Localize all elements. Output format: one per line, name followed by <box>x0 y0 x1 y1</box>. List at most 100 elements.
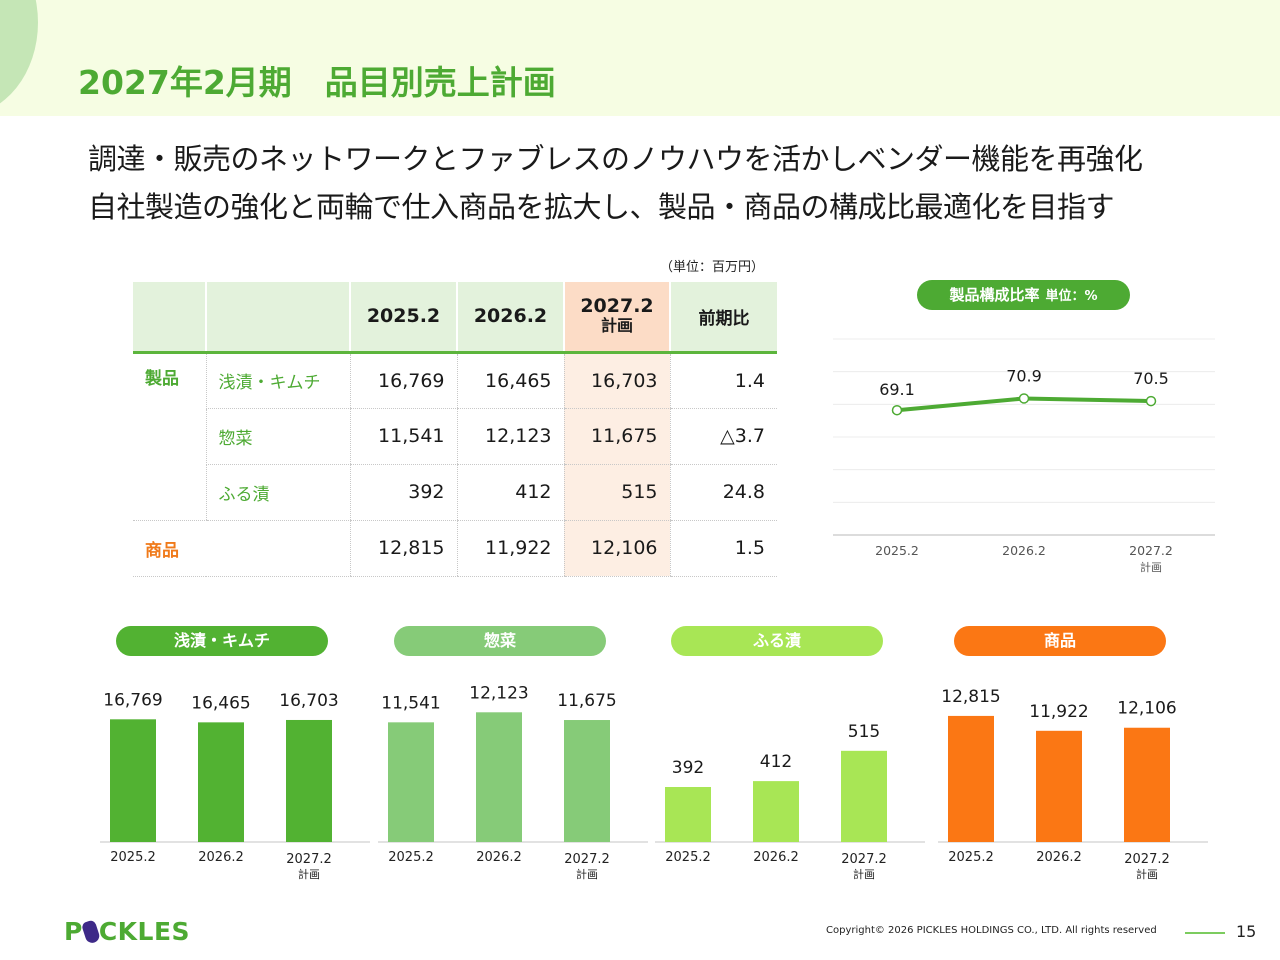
bar-chart-goods: 商品 12,815 2025.2 11,922 2026.2 12,106 2027.2 計… <box>928 625 1218 895</box>
x-tick-label: 2025.2 <box>110 850 156 865</box>
header-cell-category <box>133 282 206 354</box>
value-cell-yoy: 24.8 <box>669 464 777 521</box>
value-cell-2025: 12,815 <box>349 520 457 577</box>
category-cell-products: 製品 <box>133 352 206 521</box>
value-cell-2026: 16,465 <box>456 352 564 409</box>
bar <box>948 715 994 842</box>
header-cell-2027-plan: 2027.2 計画 <box>563 282 670 354</box>
x-tick-sublabel: 計画 <box>576 867 598 881</box>
page-title: 2027年2月期 品目別売上計画 <box>78 63 556 102</box>
value-cell-2026: 12,123 <box>456 408 564 465</box>
ratio-chart-title: 製品構成比率 単位：% <box>917 280 1130 310</box>
data-point <box>1145 395 1157 407</box>
x-tick-sublabel: 計画 <box>1136 867 1158 881</box>
table-row: 商品 12,815 11,922 12,106 1.5 <box>133 520 777 577</box>
bar <box>1124 727 1170 842</box>
bar-value-label: 11,675 <box>557 691 616 711</box>
x-tick-label: 2026.2 <box>1002 543 1046 558</box>
bar-chart-svg: 12,815 2025.2 11,922 2026.2 12,106 2027.2計画 <box>938 687 1208 881</box>
bar-chart-sozai: 惣菜 11,541 2025.2 12,123 2026.2 11,675 2027.2 計… <box>368 625 658 895</box>
unit-note: （単位：百万円） <box>660 260 765 275</box>
header-cell-2025: 2025.2 <box>349 282 457 354</box>
copyright-text: Copyright© 2026 PICKLES HOLDINGS CO., LT… <box>826 925 1157 936</box>
logo-text-right: CKLES <box>98 917 191 946</box>
logo-text-left: P <box>64 917 83 946</box>
x-tick-label: 2027.2 <box>841 852 887 867</box>
x-tick-label: 2026.2 <box>198 850 244 865</box>
item-cell: 惣菜 <box>205 408 350 465</box>
bar-chart-title: 惣菜 <box>394 626 606 656</box>
bar-value-label: 12,815 <box>941 687 1000 707</box>
bar-value-label: 11,541 <box>381 693 440 713</box>
x-tick-label: 2025.2 <box>388 850 434 865</box>
page-number: 15 <box>1236 922 1257 941</box>
sales-plan-table: 2025.2 2026.2 2027.2 計画 前期比 製品 浅漬・キムチ 16… <box>133 282 777 577</box>
bar-value-label: 16,465 <box>191 693 250 713</box>
x-tick-sublabel: 計画 <box>1140 560 1162 574</box>
bar <box>665 787 711 842</box>
pickles-logo: P CKLES <box>64 917 190 946</box>
value-cell-2025: 392 <box>349 464 457 521</box>
bar-value-label: 515 <box>848 722 880 742</box>
data-point <box>891 404 903 416</box>
product-ratio-line-chart: 69.1 2025.2 70.9 2026.2 70.5 2027.2 計画 <box>833 338 1215 574</box>
value-cell-2025: 11,541 <box>349 408 457 465</box>
bar-chart-svg: 392 2025.2 412 2026.2 515 2027.2計画 <box>655 722 925 881</box>
bar-value-label: 11,922 <box>1029 702 1088 722</box>
bar-value-label: 392 <box>672 758 704 778</box>
header-plan-label: 計画 <box>600 316 633 336</box>
table-row: 製品 浅漬・キムチ 16,769 16,465 16,703 1.4 <box>133 352 777 521</box>
data-point <box>1018 393 1030 404</box>
bar <box>1036 730 1082 842</box>
bar-value-label: 412 <box>760 752 792 772</box>
x-tick-label: 2025.2 <box>948 850 994 865</box>
lead-text-line-1: 調達・販売のネットワークとファブレスのノウハウを活かしベンダー機能を再強化 <box>88 142 1143 176</box>
data-label: 70.5 <box>1133 369 1169 388</box>
bar <box>286 719 332 842</box>
bar-value-label: 12,123 <box>469 683 528 703</box>
bar-chart-title: 浅漬・キムチ <box>116 626 328 656</box>
bar-chart-asazuke: 浅漬・キムチ 16,769 2025.2 16,465 2026.2 16,703 202… <box>90 625 380 895</box>
bar <box>476 712 522 842</box>
header-cell-2026: 2026.2 <box>456 282 564 354</box>
ratio-chart-unit: 単位：% <box>1045 289 1098 304</box>
bar-chart-svg: 16,769 2025.2 16,465 2026.2 16,703 2027.2計画 <box>100 690 370 881</box>
header-cell-item <box>205 282 350 354</box>
table-row: 惣菜 11,541 12,123 11,675 △3.7 <box>133 408 777 465</box>
data-label: 69.1 <box>879 380 915 399</box>
value-cell-yoy: 1.4 <box>669 352 777 409</box>
x-tick-sublabel: 計画 <box>853 867 875 881</box>
table-header-row: 2025.2 2026.2 2027.2 計画 前期比 <box>133 282 777 354</box>
value-cell-2027: 515 <box>563 464 670 521</box>
x-tick-label: 2026.2 <box>476 850 522 865</box>
data-label: 70.9 <box>1006 366 1042 385</box>
header-2027-label: 2027.2 <box>580 295 654 318</box>
lead-text-line-2: 自社製造の強化と両輪で仕入商品を拡大し、製品・商品の構成比最適化を目指す <box>88 190 1115 224</box>
x-tick-sublabel: 計画 <box>298 867 320 881</box>
item-cell: 浅漬・キムチ <box>205 352 350 409</box>
x-tick-label: 2027.2 <box>564 852 610 867</box>
bar <box>388 722 434 842</box>
ratio-chart-title-text: 製品構成比率 <box>949 286 1040 304</box>
bar <box>564 720 610 842</box>
category-cell-goods: 商品 <box>133 520 350 577</box>
header-band <box>0 0 1280 116</box>
bar <box>110 719 156 842</box>
x-tick-label: 2027.2 <box>286 852 332 867</box>
value-cell-2027: 12,106 <box>563 520 670 577</box>
x-tick-label: 2027.2 <box>1124 852 1170 867</box>
x-tick-label: 2027.2 <box>1129 543 1173 558</box>
bar-chart-title: ふる漬 <box>671 626 883 656</box>
bar-chart-furuzuke: ふる漬 392 2025.2 412 2026.2 515 2027.2 計画 <box>645 625 935 895</box>
bar <box>198 722 244 842</box>
x-tick-label: 2025.2 <box>665 850 711 865</box>
bar <box>841 750 887 842</box>
value-cell-2026: 11,922 <box>456 520 564 577</box>
bar-chart-title: 商品 <box>954 626 1166 656</box>
bar-chart-svg: 11,541 2025.2 12,123 2026.2 11,675 2027.2計画 <box>378 683 648 881</box>
bar-value-label: 16,769 <box>103 690 162 710</box>
bar-value-label: 12,106 <box>1117 699 1176 719</box>
x-tick-label: 2026.2 <box>753 850 799 865</box>
bar-value-label: 16,703 <box>279 691 338 711</box>
x-tick-label: 2025.2 <box>875 543 919 558</box>
